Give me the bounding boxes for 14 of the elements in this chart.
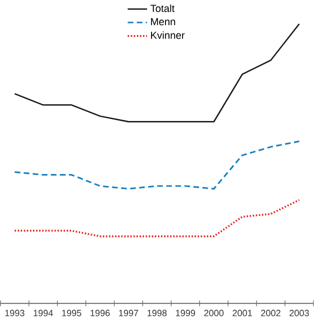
x-tick-label: 2003	[290, 310, 309, 316]
x-tick-label: 1995	[62, 310, 82, 316]
x-tick-label: 1994	[34, 310, 53, 316]
legend-label: Totalt	[150, 4, 175, 12]
legend-label: Menn	[151, 18, 176, 26]
x-tick-label: 1993	[5, 310, 24, 316]
x-tick-label: 2002	[261, 310, 280, 316]
x-tick-label: 2001	[232, 310, 252, 316]
x-tick-label: 1996	[90, 310, 110, 316]
legend-label: Kvinner	[151, 31, 185, 39]
x-tick-label: 1997	[119, 310, 138, 316]
x-tick-label: 1998	[148, 310, 167, 316]
x-tick-label: 1999	[176, 310, 196, 316]
x-tick-label: 2000	[204, 310, 224, 316]
